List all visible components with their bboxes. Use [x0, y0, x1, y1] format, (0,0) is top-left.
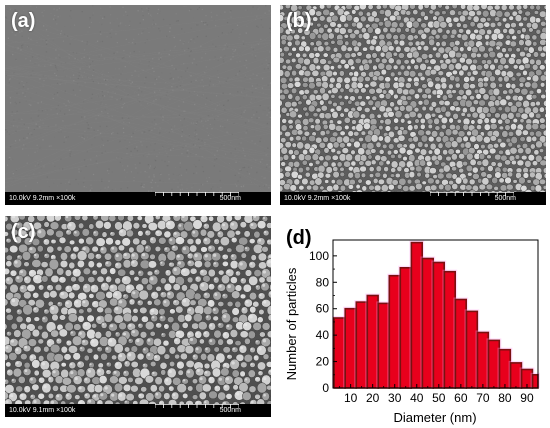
sem-panel-b: (b) 10.0kV 9.2mm ×100k 500nm — [280, 5, 546, 205]
histogram-bar — [531, 374, 539, 389]
sem-info-bar-b: 10.0kV 9.2mm ×100k 500nm — [280, 192, 546, 205]
sem-panel-a: (a) 10.0kV 9.2mm ×100k 500nm — [5, 5, 271, 205]
x-tick-label: 60 — [454, 391, 468, 405]
scale-label-c: 500nm — [219, 407, 241, 414]
x-tick-label: 80 — [498, 391, 512, 405]
sem-parameters-a: 10.0kV 9.2mm ×100k — [9, 195, 76, 202]
x-axis-label: Diameter (nm) — [393, 410, 476, 425]
scale-ticks-c — [155, 404, 239, 408]
sem-image-a — [5, 5, 271, 205]
y-tick-label: 40 — [316, 328, 330, 342]
x-tick-label: 40 — [410, 391, 424, 405]
scale-ticks-b — [430, 192, 514, 196]
x-tick-label: 30 — [388, 391, 402, 405]
sem-parameters-b: 10.0kV 9.2mm ×100k — [284, 195, 351, 202]
scale-label-b: 500nm — [494, 195, 516, 202]
size-distribution-chart: 0 20 40 60 80 100 10 20 30 40 50 60 70 80 90 (d) Numbe… — [284, 227, 540, 425]
scale-label-a: 500nm — [219, 195, 241, 202]
sem-info-bar-a: 10.0kV 9.2mm ×100k 500nm — [5, 192, 271, 205]
x-tick-label: 10 — [344, 391, 358, 405]
x-tick-label: 20 — [366, 391, 380, 405]
plot-frame — [332, 239, 539, 389]
panel-label-a: (a) — [11, 10, 36, 32]
x-tick-label: 50 — [432, 391, 446, 405]
scale-ticks-a — [155, 192, 239, 196]
x-tick-label: 90 — [520, 391, 534, 405]
y-tick-label: 20 — [316, 355, 330, 369]
panel-label-d: (d) — [286, 227, 312, 249]
sem-parameters-c: 10.0kV 9.1mm ×100k — [9, 407, 76, 414]
x-tick-label: 70 — [476, 391, 490, 405]
y-axis-label: Number of particles — [284, 267, 299, 380]
sem-image-b — [280, 5, 546, 205]
sem-panel-c: (c) 10.0kV 9.1mm ×100k 500nm — [5, 216, 271, 417]
y-tick-label: 0 — [322, 381, 329, 395]
sem-info-bar-c: 10.0kV 9.1mm ×100k 500nm — [5, 404, 271, 417]
panel-label-b: (b) — [286, 10, 312, 32]
y-tick-label: 60 — [316, 302, 330, 316]
y-tick-label: 100 — [309, 249, 329, 263]
sem-image-c — [5, 216, 271, 417]
y-tick-label: 80 — [316, 275, 330, 289]
panel-label-c: (c) — [11, 221, 36, 243]
